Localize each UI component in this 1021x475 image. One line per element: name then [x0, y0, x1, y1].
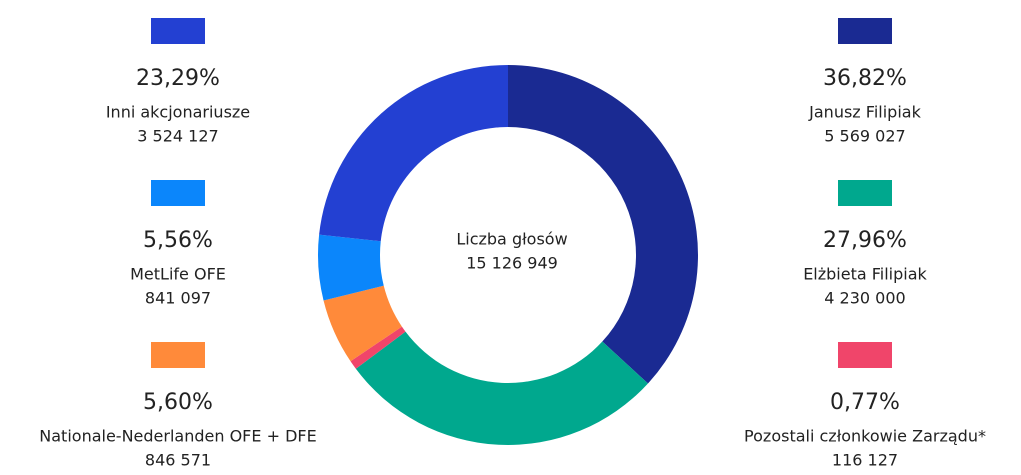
- legend-percent: 23,29%: [136, 66, 220, 91]
- legend-name: Inni akcjonariusze: [106, 103, 250, 122]
- center-title: Liczba głosów: [456, 230, 567, 249]
- legend-percent: 36,82%: [823, 66, 907, 91]
- legend-swatch: [151, 342, 205, 368]
- donut-slice: [350, 326, 406, 369]
- donut-slice: [355, 331, 648, 445]
- legend-percent: 5,60%: [143, 390, 213, 415]
- legend-name: Pozostali członkowie Zarządu*: [744, 427, 986, 446]
- legend-name: Elżbieta Filipiak: [803, 265, 927, 284]
- legend-percent: 27,96%: [823, 228, 907, 253]
- center-total: 15 126 949: [466, 254, 558, 273]
- legend-count: 5 569 027: [824, 127, 905, 146]
- legend-name: Nationale-Nederlanden OFE + DFE: [39, 427, 316, 446]
- legend-count: 846 571: [145, 451, 211, 470]
- legend-swatch: [151, 18, 205, 44]
- legend-count: 116 127: [832, 451, 898, 470]
- legend-name: MetLife OFE: [130, 265, 226, 284]
- donut-slice: [508, 65, 698, 384]
- legend-swatch: [838, 18, 892, 44]
- donut-slice: [323, 285, 402, 362]
- legend-swatch: [838, 342, 892, 368]
- legend-percent: 0,77%: [830, 390, 900, 415]
- donut-slice: [318, 234, 384, 301]
- legend-count: 3 524 127: [137, 127, 218, 146]
- legend-name: Janusz Filipiak: [808, 103, 921, 122]
- legend-count: 4 230 000: [824, 289, 905, 308]
- legend-swatch: [838, 180, 892, 206]
- legend-swatch: [151, 180, 205, 206]
- legend-count: 841 097: [145, 289, 211, 308]
- legend-percent: 5,56%: [143, 228, 213, 253]
- donut-slice: [319, 65, 508, 242]
